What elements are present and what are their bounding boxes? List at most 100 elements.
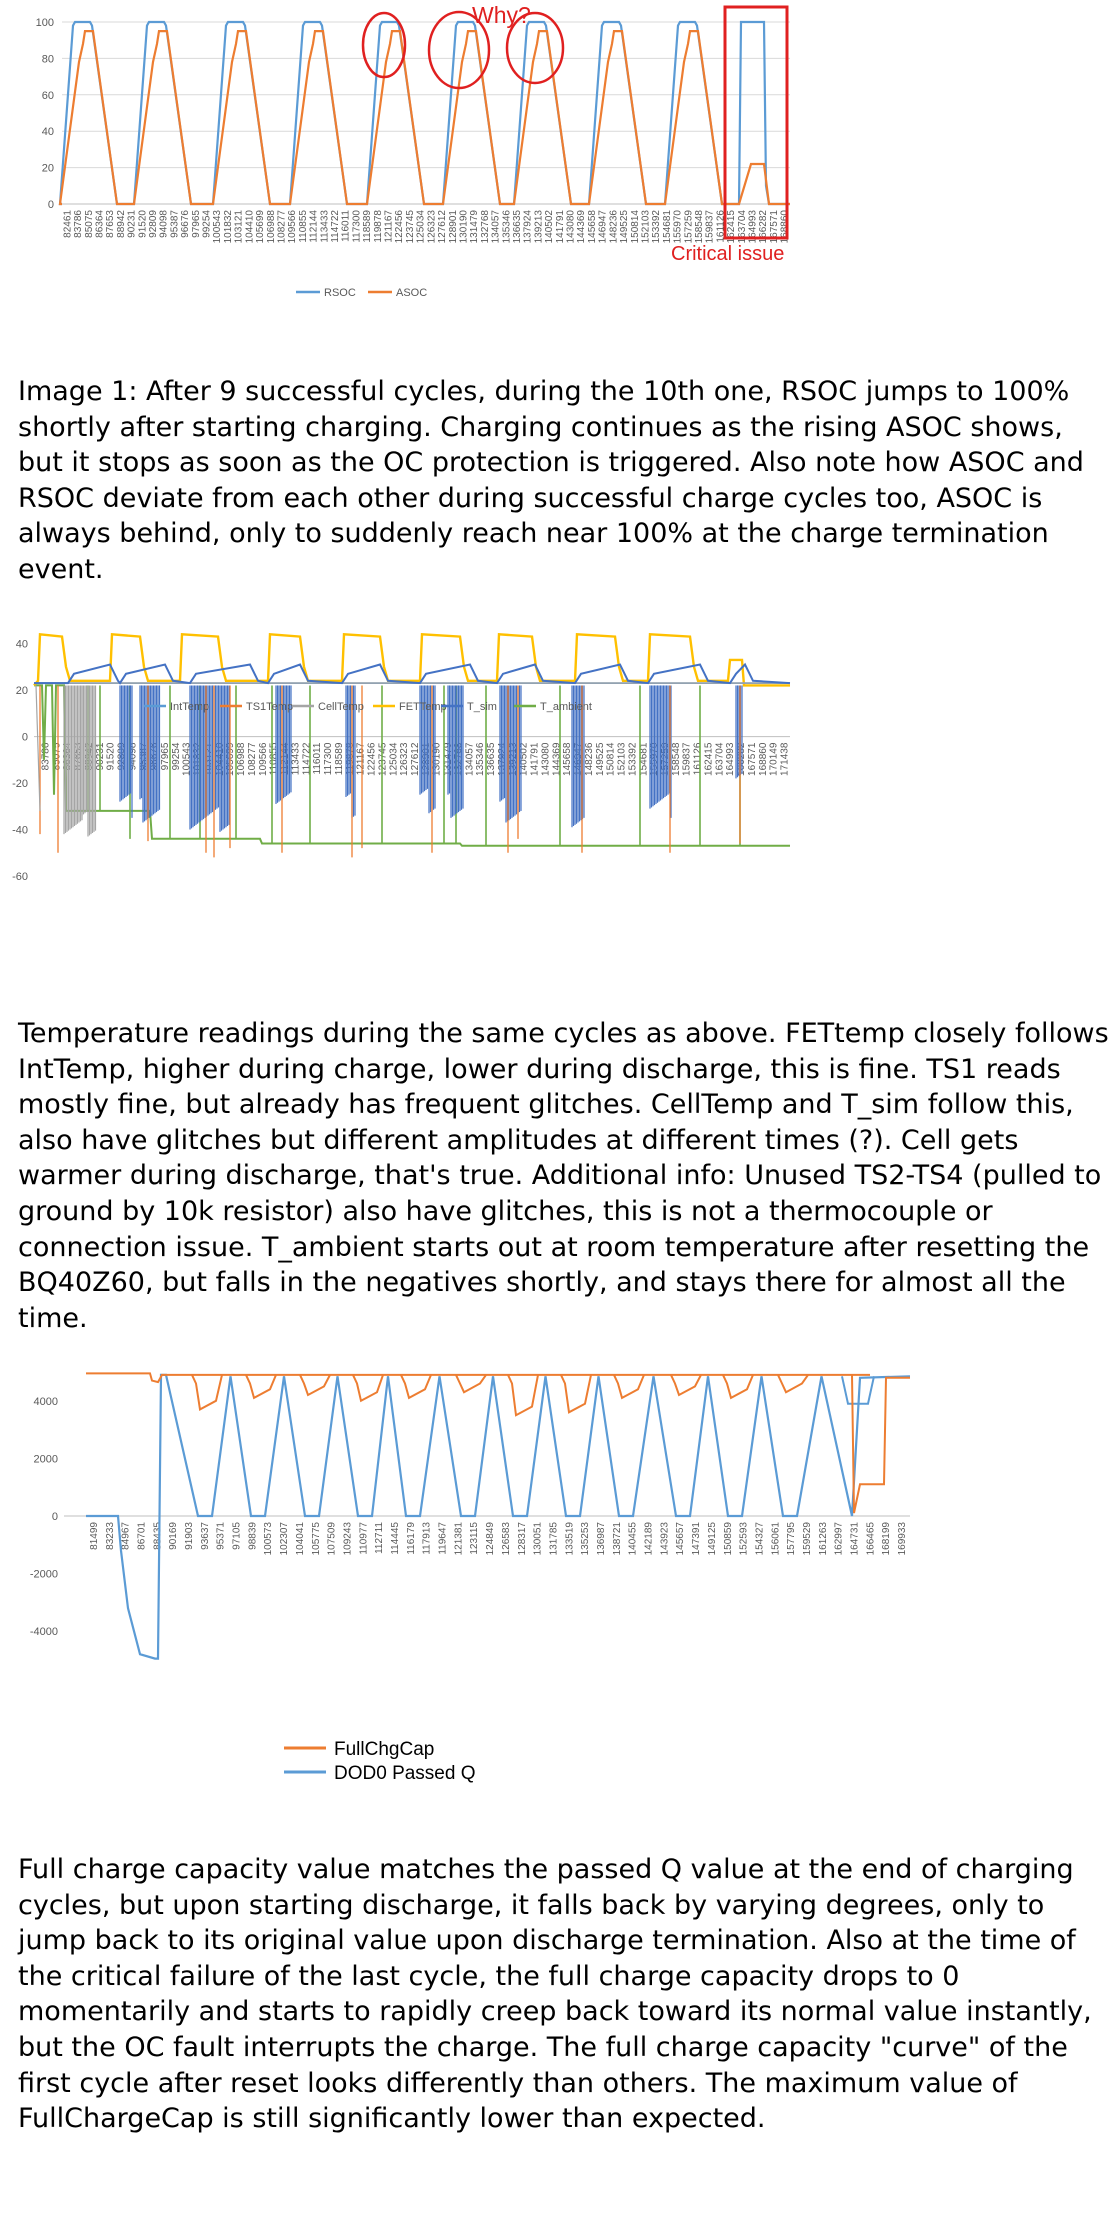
- caption-temperature: Temperature readings during the same cyc…: [18, 1018, 1109, 1334]
- x-tick-label: 134057: [464, 742, 475, 776]
- x-tick-label: 114722: [330, 210, 341, 243]
- y-tick-label: 0: [52, 1511, 58, 1523]
- y-tick-label: 80: [42, 53, 54, 65]
- temperature-chart: -60-40-200204083786850758636487653889429…: [0, 598, 1120, 978]
- x-tick-label: 168860: [780, 210, 791, 244]
- y-tick-label: 2000: [34, 1453, 58, 1465]
- legend-label-fettemp: FETTemp: [399, 701, 447, 713]
- x-tick-label: 95387: [138, 742, 149, 770]
- x-tick-label: 136987: [596, 1522, 607, 1556]
- x-tick-label: 161263: [818, 1522, 829, 1556]
- x-tick-label: 171438: [780, 742, 791, 776]
- x-tick-label: 130190: [458, 210, 469, 244]
- x-tick-label: 140502: [544, 210, 555, 244]
- x-tick-label: 113433: [290, 742, 301, 775]
- x-tick-label: 161126: [715, 210, 726, 243]
- x-tick-label: 98839: [247, 1522, 258, 1550]
- x-tick-label: 123115: [469, 1522, 480, 1555]
- x-tick-label: 91520: [137, 210, 148, 238]
- x-tick-label: 149125: [707, 1522, 718, 1556]
- x-tick-label: 163704: [737, 210, 748, 244]
- x-tick-label: 145658: [562, 742, 573, 776]
- annotation-why: Why?: [472, 2, 531, 28]
- x-tick-label: 113433: [319, 210, 330, 243]
- x-tick-label: 100573: [263, 1522, 274, 1556]
- x-tick-label: 90169: [168, 1522, 179, 1550]
- critical-issue-box: [723, 5, 789, 240]
- x-tick-label: 121381: [453, 1522, 464, 1556]
- x-tick-label: 164993: [748, 210, 759, 244]
- x-tick-label: 163704: [714, 742, 725, 776]
- x-tick-label: 144369: [551, 742, 562, 776]
- y-tick-label: 0: [22, 732, 28, 744]
- x-tick-label: 104410: [244, 210, 255, 244]
- y-tick-label: -2000: [30, 1569, 58, 1581]
- x-tick-label: 85075: [51, 742, 62, 770]
- x-tick-label: 84967: [121, 1522, 132, 1550]
- x-tick-label: 153392: [651, 210, 662, 244]
- x-tick-label: 130051: [533, 1522, 544, 1556]
- x-tick-label: 154327: [754, 1522, 765, 1556]
- fullchgcap-dip: [245, 1374, 277, 1400]
- legend-dod0-label: DOD0 Passed Q: [334, 1763, 476, 1784]
- legend-fullchgcap-label: FullChgCap: [334, 1739, 434, 1760]
- x-tick-label: 101832: [193, 742, 204, 776]
- x-tick-label: 126583: [501, 1522, 512, 1556]
- celltemp-glitch: [35, 685, 41, 811]
- x-tick-label: 96676: [180, 210, 191, 238]
- x-tick-label: 110977: [358, 1522, 369, 1555]
- x-tick-label: 116179: [406, 1522, 417, 1555]
- x-tick-label: 132768: [480, 210, 491, 244]
- x-tick-label: 157259: [683, 210, 694, 244]
- x-tick-label: 162997: [834, 1522, 845, 1556]
- x-tick-label: 105775: [311, 1522, 322, 1556]
- x-tick-label: 130190: [432, 742, 443, 776]
- x-tick-label: 152593: [739, 1522, 750, 1556]
- x-tick-label: 100543: [212, 210, 223, 244]
- x-tick-label: 118589: [334, 742, 345, 775]
- x-tick-label: 94098: [127, 742, 138, 770]
- x-tick-label: 91520: [106, 742, 117, 770]
- x-tick-label: 104041: [295, 1522, 306, 1556]
- x-tick-label: 159837: [705, 210, 716, 244]
- legend-label-t-ambient: T_ambient: [540, 701, 592, 713]
- x-tick-label: 148236: [608, 210, 619, 244]
- x-tick-label: 127612: [410, 742, 421, 776]
- x-tick-label: 123745: [405, 210, 416, 244]
- fullchgcap-base: [86, 1372, 870, 1384]
- asoc-line: [58, 30, 790, 206]
- x-tick-label: 94098: [159, 210, 170, 238]
- x-tick-label: 154681: [662, 210, 673, 244]
- y-tick-label: 60: [42, 90, 54, 102]
- x-tick-label: 147391: [691, 1522, 702, 1556]
- t-sim-line: [34, 662, 791, 685]
- x-tick-label: 112144: [309, 210, 320, 243]
- capacity-chart: -4000 -2000 0 2000 4000 81499 83233 84967 86701 8…: [0, 1350, 1120, 1850]
- dod0-last-cycle: [841, 1376, 875, 1405]
- x-tick-label: 164731: [850, 1522, 861, 1556]
- x-tick-label: 83233: [105, 1522, 116, 1550]
- x-tick-label: 107509: [327, 1522, 338, 1556]
- x-tick-label: 141791: [555, 210, 566, 244]
- fettemp-line: [33, 632, 790, 687]
- x-tick-label: 82461: [62, 210, 73, 238]
- fullchgcap-dip: [560, 1374, 592, 1414]
- x-tick-label: 136635: [486, 742, 497, 776]
- x-tick-label: 135253: [580, 1522, 591, 1556]
- legend-asoc-label: ASOC: [396, 287, 427, 299]
- x-tick-label: 112711: [374, 1522, 385, 1554]
- x-tick-label: 83786: [40, 742, 51, 770]
- x-tick-label: 152103: [640, 210, 651, 244]
- x-tick-label: 150814: [606, 742, 617, 776]
- x-tick-label: 117913: [422, 1522, 433, 1555]
- x-tick-label: 109243: [342, 1522, 353, 1556]
- y-tick-label: 20: [42, 163, 54, 175]
- fullchgcap-dip: [777, 1374, 809, 1394]
- fullchgcap-dip: [455, 1374, 487, 1394]
- x-tick-label: 86364: [94, 210, 105, 238]
- x-tick-label: 126323: [426, 210, 437, 244]
- x-tick-label: 167571: [747, 742, 758, 776]
- x-tick-label: 95371: [216, 1522, 227, 1550]
- x-tick-label: 162415: [703, 742, 714, 776]
- x-tick-label: 142189: [644, 1522, 655, 1556]
